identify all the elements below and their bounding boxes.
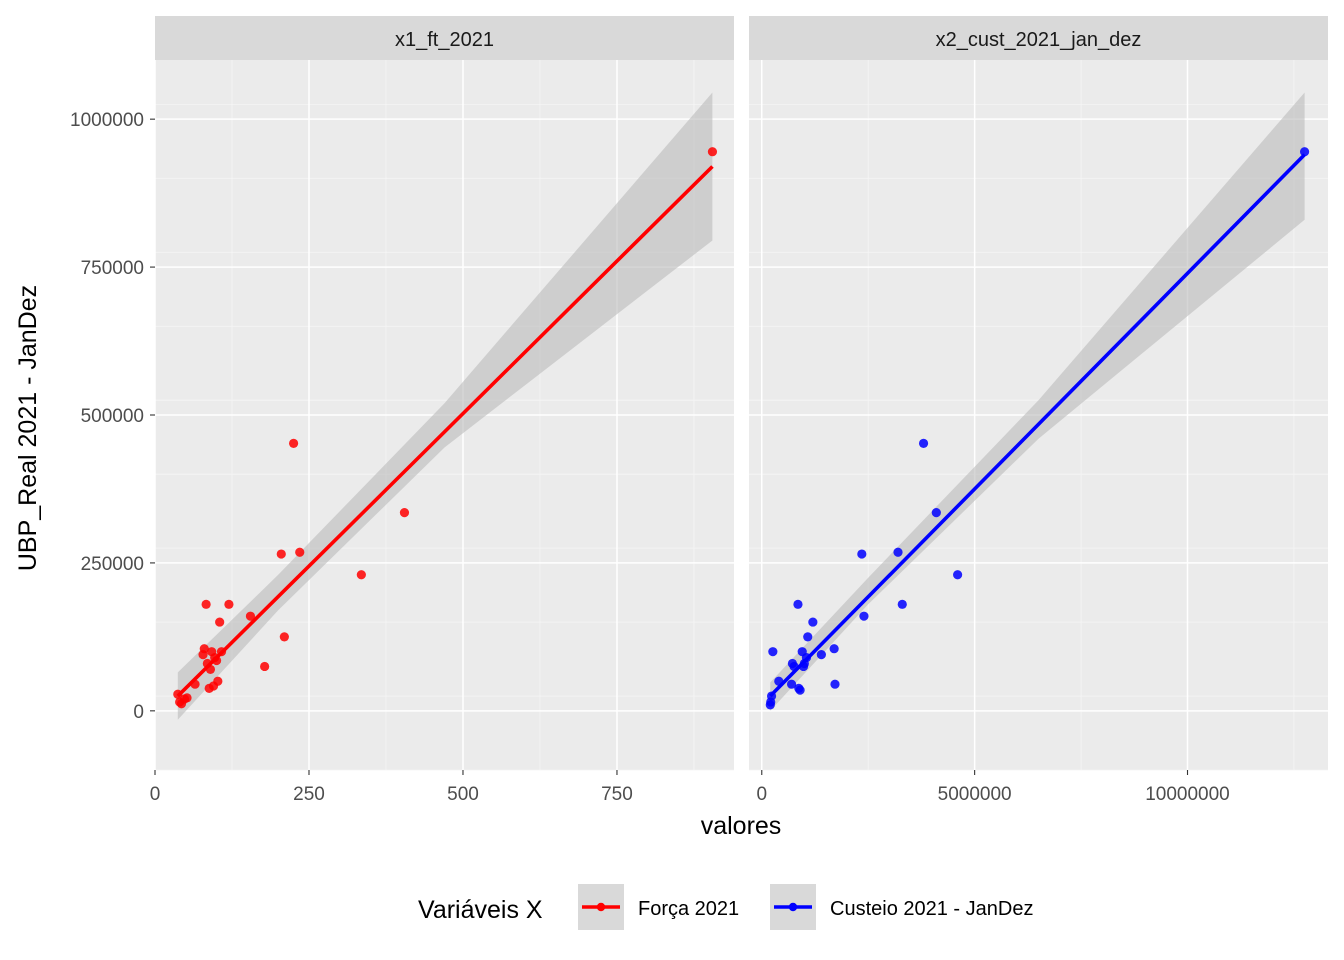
data-point	[276, 549, 286, 559]
x-tick-label: 0	[756, 784, 767, 805]
y-tick-label: 0	[133, 702, 144, 723]
data-point	[279, 632, 289, 642]
data-point	[356, 570, 366, 580]
data-point	[288, 438, 299, 448]
data-point	[857, 549, 867, 559]
regression-line	[769, 153, 1306, 698]
x-axis-title: valores	[701, 812, 782, 840]
data-point	[295, 547, 305, 557]
data-point	[201, 599, 211, 609]
x-tick-label: 500	[447, 784, 479, 805]
legend-key-point	[596, 902, 606, 912]
x-tick-label: 250	[293, 784, 325, 805]
facet-strip-label: x2_cust_2021_jan_dez	[936, 29, 1142, 51]
data-point	[808, 617, 818, 627]
data-point	[795, 685, 805, 695]
y-tick-label: 500000	[81, 406, 144, 427]
data-point	[793, 599, 803, 609]
y-axis: 0 250000 500000 750000 1000000	[70, 110, 155, 723]
facet-strip-label: x1_ft_2021	[395, 29, 494, 51]
data-point	[931, 508, 941, 518]
facet-panel-2: x2_cust_2021_jan_dez 0 5000000 10000000	[749, 16, 1328, 805]
y-tick-label: 750000	[81, 258, 144, 279]
facet-strip	[155, 16, 734, 60]
data-point	[893, 547, 903, 557]
y-tick-label: 1000000	[70, 110, 144, 131]
data-point	[830, 679, 840, 689]
confidence-band	[770, 92, 1305, 711]
x-tick-label: 750	[601, 784, 633, 805]
data-point	[215, 617, 225, 627]
x-tick-label: 5000000	[938, 784, 1012, 805]
data-point	[829, 644, 839, 654]
data-point	[224, 599, 234, 609]
data-point	[399, 508, 410, 518]
legend-label: Custeio 2021 - JanDez	[830, 898, 1033, 920]
data-point	[199, 644, 209, 654]
data-point	[859, 611, 869, 621]
data-point	[707, 147, 718, 157]
regression-line	[176, 165, 714, 698]
data-point	[213, 676, 223, 686]
data-point	[786, 679, 797, 689]
data-point	[803, 632, 813, 642]
facet-panel-1: x1_ft_2021 0 250 500 750	[150, 16, 734, 805]
x-tick-label: 10000000	[1145, 784, 1230, 805]
facet-strip	[749, 16, 1328, 60]
data-point	[953, 570, 963, 580]
data-point	[918, 438, 929, 448]
panels-layer: x1_ft_2021 0 250 500 750 x2_cust_2021_jan_dez…	[150, 16, 1328, 805]
data-point	[768, 647, 778, 657]
legend-title: Variáveis X	[418, 896, 543, 924]
data-point	[897, 599, 907, 609]
data-point	[182, 693, 192, 703]
legend: Variáveis X Força 2021 Custeio 2021 - Jan…	[418, 884, 1033, 930]
y-tick-label: 250000	[81, 554, 144, 575]
data-point	[816, 650, 826, 660]
legend-label: Força 2021	[638, 898, 739, 920]
data-point	[1299, 147, 1310, 157]
data-point	[260, 661, 270, 672]
y-axis-title: UBP_Real 2021 - JanDez	[14, 285, 42, 571]
x-tick-label: 0	[150, 784, 161, 805]
data-point	[245, 611, 256, 621]
legend-key-point	[788, 902, 798, 912]
